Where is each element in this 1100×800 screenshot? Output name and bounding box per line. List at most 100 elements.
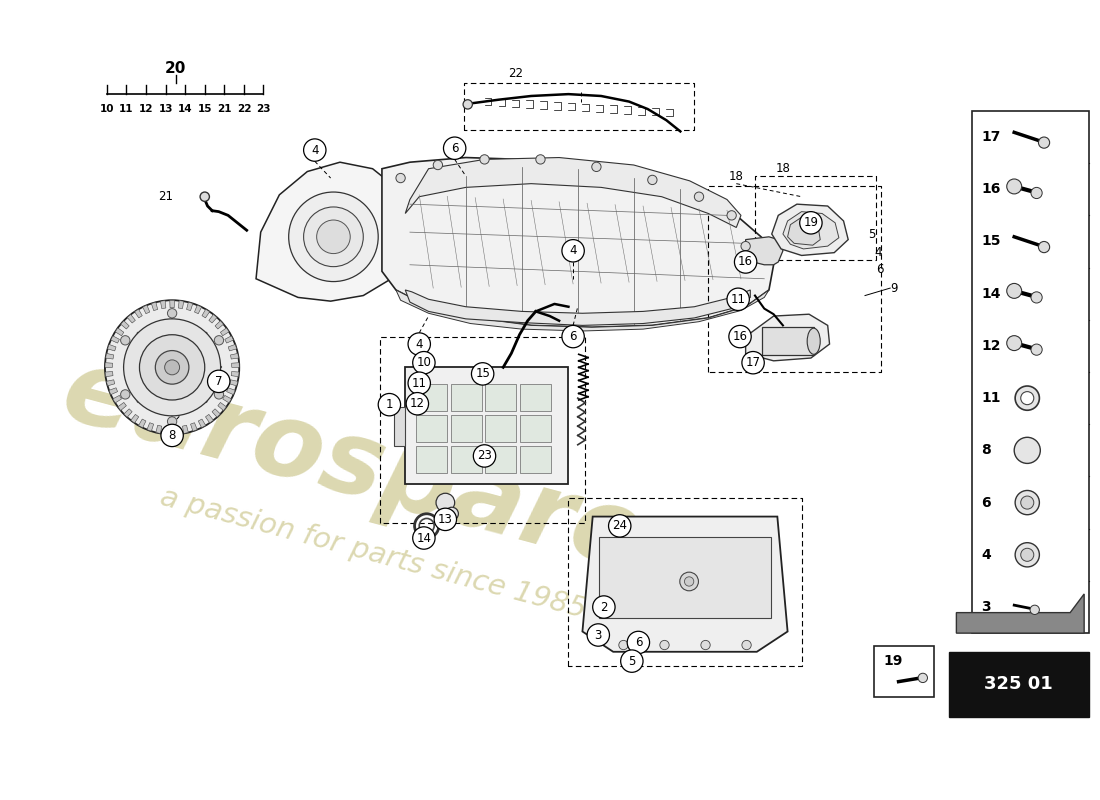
Text: 20: 20: [165, 61, 187, 75]
Circle shape: [317, 220, 350, 254]
Circle shape: [562, 240, 584, 262]
Circle shape: [735, 250, 757, 273]
Circle shape: [408, 372, 430, 394]
Polygon shape: [190, 422, 197, 431]
Polygon shape: [128, 314, 135, 323]
Polygon shape: [147, 422, 154, 431]
Polygon shape: [108, 344, 115, 351]
Text: 11: 11: [119, 104, 134, 114]
Circle shape: [701, 640, 711, 650]
Circle shape: [1015, 386, 1040, 410]
Bar: [451, 384, 482, 411]
Circle shape: [1031, 187, 1042, 198]
Circle shape: [123, 319, 221, 416]
Circle shape: [680, 572, 698, 591]
Circle shape: [208, 370, 230, 393]
Circle shape: [918, 674, 927, 682]
Bar: [485, 415, 516, 442]
Circle shape: [592, 162, 601, 171]
Polygon shape: [187, 302, 192, 310]
Bar: [520, 384, 551, 411]
Ellipse shape: [104, 354, 240, 382]
Text: 13: 13: [438, 513, 453, 526]
Bar: [405, 367, 569, 484]
Polygon shape: [382, 158, 773, 327]
Text: 16: 16: [733, 330, 748, 343]
Polygon shape: [156, 426, 162, 434]
Circle shape: [378, 394, 400, 416]
Polygon shape: [111, 336, 120, 343]
Circle shape: [161, 424, 184, 446]
Text: 6: 6: [981, 495, 991, 510]
Text: 17: 17: [981, 130, 1001, 144]
Bar: [417, 446, 448, 473]
Text: 6: 6: [451, 142, 459, 154]
Polygon shape: [183, 426, 188, 434]
Polygon shape: [746, 237, 783, 265]
Text: 14: 14: [178, 104, 192, 114]
Text: 11: 11: [730, 293, 746, 306]
Text: 21: 21: [217, 104, 232, 114]
Bar: [485, 384, 516, 411]
Circle shape: [406, 393, 429, 415]
Circle shape: [648, 175, 657, 185]
Polygon shape: [169, 300, 175, 308]
Circle shape: [1014, 438, 1041, 463]
Polygon shape: [139, 419, 146, 428]
Circle shape: [593, 596, 615, 618]
Polygon shape: [783, 212, 839, 249]
Circle shape: [1031, 292, 1042, 303]
Text: 19: 19: [803, 216, 818, 230]
Polygon shape: [256, 162, 408, 301]
Polygon shape: [212, 409, 220, 418]
Polygon shape: [232, 362, 240, 367]
Circle shape: [412, 527, 436, 550]
Circle shape: [1021, 392, 1034, 405]
Polygon shape: [104, 362, 112, 367]
Polygon shape: [582, 517, 788, 652]
Text: 5: 5: [628, 654, 636, 668]
Text: 10: 10: [417, 356, 431, 369]
Circle shape: [408, 333, 430, 355]
Circle shape: [1006, 336, 1022, 350]
Polygon shape: [220, 328, 229, 336]
Circle shape: [200, 192, 209, 202]
Polygon shape: [113, 395, 121, 403]
Polygon shape: [231, 354, 239, 359]
Polygon shape: [396, 290, 769, 331]
Polygon shape: [131, 414, 139, 423]
Circle shape: [480, 154, 490, 164]
Circle shape: [436, 494, 454, 512]
Bar: [485, 446, 516, 473]
Bar: [451, 446, 482, 473]
Circle shape: [741, 242, 750, 250]
Ellipse shape: [807, 328, 821, 354]
Circle shape: [1031, 344, 1042, 355]
Polygon shape: [746, 314, 829, 361]
Circle shape: [214, 390, 223, 399]
Text: 11: 11: [981, 391, 1001, 405]
Circle shape: [684, 577, 694, 586]
Polygon shape: [143, 305, 150, 314]
Circle shape: [288, 192, 378, 282]
Bar: [949, 652, 1089, 717]
Polygon shape: [134, 310, 142, 318]
Circle shape: [446, 507, 459, 520]
Circle shape: [660, 640, 669, 650]
Polygon shape: [598, 537, 771, 618]
Text: 14: 14: [417, 531, 431, 545]
Circle shape: [800, 212, 822, 234]
Text: 12: 12: [981, 339, 1001, 353]
Circle shape: [473, 445, 496, 467]
Polygon shape: [231, 371, 239, 377]
Polygon shape: [161, 301, 166, 309]
Text: 24: 24: [613, 519, 627, 532]
Text: 9: 9: [890, 282, 898, 294]
Polygon shape: [224, 336, 233, 343]
Text: 12: 12: [410, 398, 425, 410]
Polygon shape: [214, 321, 223, 329]
Circle shape: [1006, 179, 1022, 194]
Circle shape: [1038, 242, 1049, 253]
Text: 16: 16: [981, 182, 1001, 196]
Polygon shape: [956, 594, 1085, 633]
